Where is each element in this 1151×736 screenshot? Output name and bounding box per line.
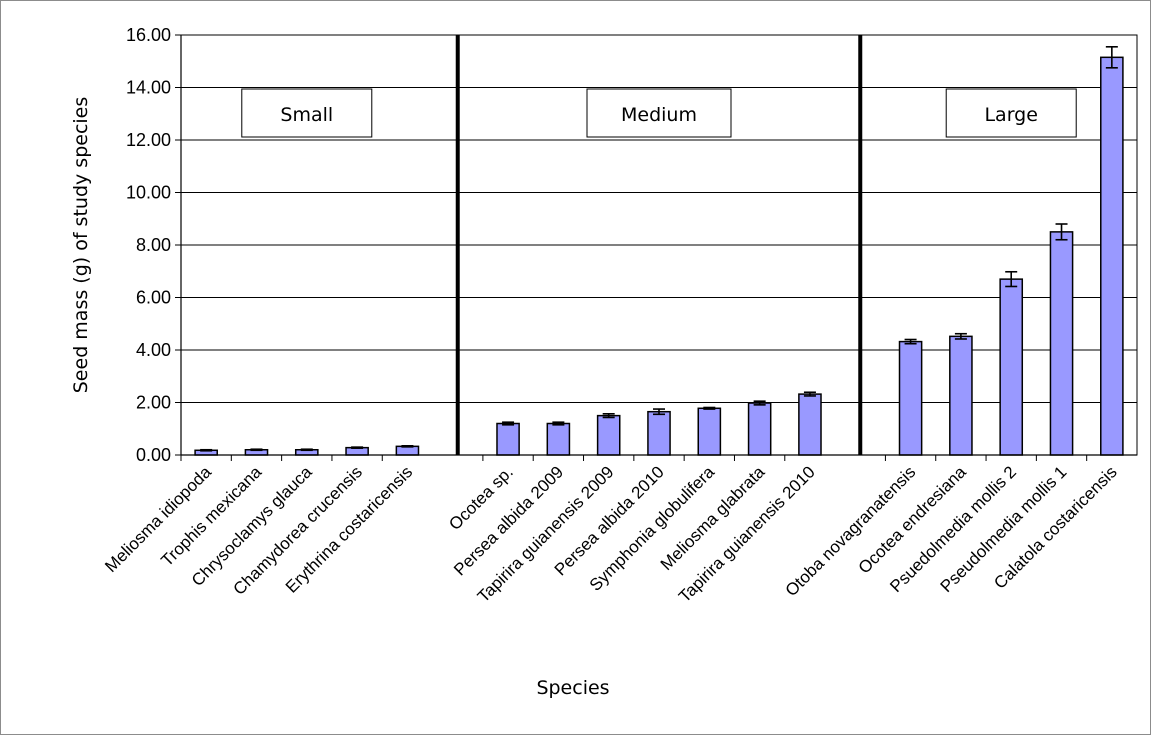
bar	[798, 393, 822, 456]
group-label: Large	[984, 104, 1037, 126]
bar	[949, 335, 973, 456]
bar	[596, 414, 621, 456]
y-tick-label: 0.00	[136, 445, 171, 465]
y-tick-label: 10.00	[126, 183, 171, 203]
y-axis-title: Seed mass (g) of study species	[70, 97, 92, 394]
error-bars	[200, 46, 1118, 452]
group-label-box	[241, 88, 373, 138]
bar	[697, 407, 722, 456]
y-tick-label: 4.00	[136, 340, 171, 360]
group-separators	[455, 35, 863, 455]
bars	[194, 56, 1124, 456]
group-label-box	[586, 88, 732, 138]
bar	[747, 402, 772, 456]
x-axis-title: Species	[536, 677, 609, 699]
group-label-box	[945, 88, 1077, 138]
y-tick-label: 16.00	[126, 25, 171, 45]
bar	[898, 340, 923, 456]
y-tick-label: 6.00	[136, 288, 171, 308]
y-tick-label: 12.00	[126, 130, 171, 150]
group-label: Medium	[621, 104, 697, 126]
y-tick-label: 2.00	[136, 393, 171, 413]
bar	[1100, 56, 1124, 456]
bar	[546, 422, 571, 456]
y-tick-labels: 0.00 2.00 4.00 6.00 8.00 10.00 12.00 14.00 16.00	[126, 25, 171, 465]
group-label: Small	[280, 104, 333, 126]
group-labels: Small Medium Large	[241, 88, 1077, 138]
bar	[496, 422, 520, 456]
bar	[999, 278, 1024, 456]
axes	[175, 34, 1137, 461]
bar	[1049, 231, 1074, 456]
y-tick-label: 8.00	[136, 235, 171, 255]
bar	[647, 410, 671, 456]
y-tick-label: 14.00	[126, 78, 171, 98]
